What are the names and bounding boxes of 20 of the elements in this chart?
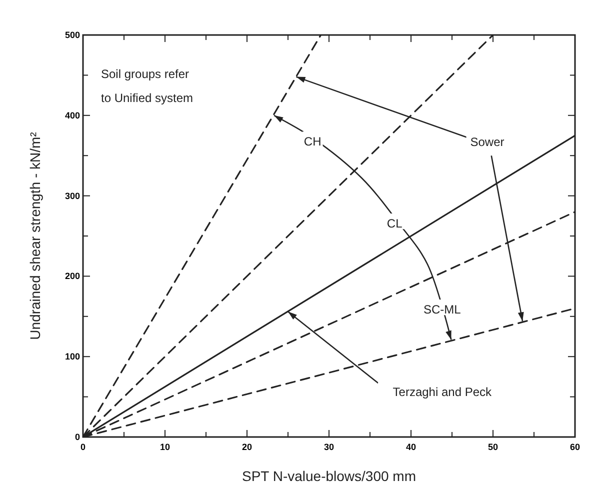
y-tick-label: 400 — [64, 110, 80, 120]
x-tick-label: 60 — [570, 442, 580, 452]
y-axis-title: Undrained shear strength - kN/m² — [27, 132, 43, 340]
y-tick-label: 0 — [74, 432, 80, 442]
annotation: SC-ML — [423, 302, 462, 316]
annotation: Terzaghi and Peck — [392, 385, 493, 400]
y-tick-label: 500 — [64, 30, 80, 40]
y-tick-label: 200 — [64, 271, 80, 282]
y-tick-label: 300 — [64, 190, 80, 201]
x-tick-label: 40 — [406, 442, 416, 452]
x-tick-label: 30 — [324, 442, 334, 452]
x-tick-label: 50 — [488, 442, 498, 452]
annotation: Soil groups refer to Unified system — [101, 67, 194, 105]
annotation: CL — [386, 216, 403, 230]
x-tick-label: 20 — [242, 442, 252, 452]
x-tick-label: 10 — [160, 442, 170, 452]
annotation: CH — [304, 134, 322, 148]
annotation: Sower — [470, 135, 504, 150]
y-tick-label: 100 — [64, 352, 80, 362]
x-axis-title: SPT N-value-blows/300 mm — [242, 468, 416, 484]
